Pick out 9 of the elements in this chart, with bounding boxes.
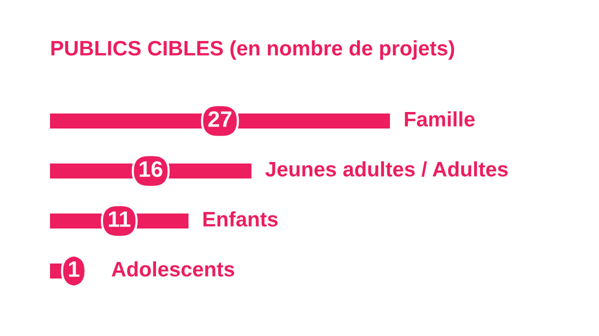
data-label: 16 <box>140 161 162 177</box>
y-tick-label: Enfants <box>203 211 278 227</box>
data-label: 27 <box>208 111 232 127</box>
data-label: 1 <box>69 261 80 277</box>
y-tick-label: Adolescents <box>112 261 234 277</box>
y-tick-label: Jeunes adultes / Adultes <box>265 161 508 177</box>
y-tick-label: Famille <box>404 111 475 127</box>
chart-title: PUBLICS CIBLES (en nombre de projets) <box>51 40 454 60</box>
data-label: 11 <box>108 211 130 227</box>
